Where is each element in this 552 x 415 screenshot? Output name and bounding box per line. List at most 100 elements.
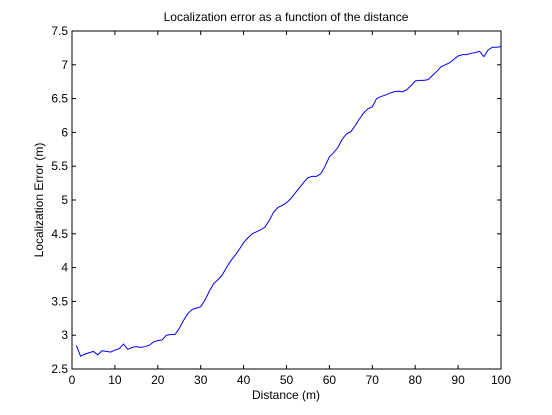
y-axis: 2.5 3 3.5 4 4.5 5 5.5 6 6.5 7 7.5 (51, 24, 501, 376)
data-point (337, 147, 338, 148)
data-point (144, 346, 145, 347)
data-point (316, 176, 317, 177)
data-point (209, 291, 210, 292)
data-point (265, 227, 266, 228)
y-tick-label: 4.5 (51, 227, 68, 241)
data-point (174, 334, 175, 335)
data-point (80, 356, 81, 357)
data-point (295, 193, 296, 194)
y-tick-label: 2.5 (51, 362, 68, 376)
data-point (410, 85, 411, 86)
x-tick-label: 40 (237, 373, 251, 387)
data-point (475, 52, 476, 53)
x-tick-label: 90 (451, 373, 465, 387)
data-point (398, 91, 399, 92)
data-point (136, 346, 137, 347)
data-point (415, 81, 416, 82)
data-point (196, 308, 197, 309)
data-point (406, 89, 407, 90)
y-tick-label: 5 (61, 193, 68, 207)
y-tick-label: 3.5 (51, 294, 68, 308)
data-point (372, 106, 373, 107)
data-point (187, 313, 188, 314)
data-point (488, 49, 489, 50)
data-point (423, 80, 424, 81)
data-point (110, 352, 111, 353)
data-point (123, 343, 124, 344)
data-point (355, 125, 356, 126)
data-point (192, 309, 193, 310)
data-point (243, 242, 244, 243)
data-point (204, 300, 205, 301)
x-tick-label: 50 (280, 373, 294, 387)
data-point (157, 340, 158, 341)
data-point (501, 46, 502, 47)
data-point (179, 328, 180, 329)
data-point (389, 93, 390, 94)
data-point (436, 71, 437, 72)
data-point (260, 229, 261, 230)
data-point (217, 279, 218, 280)
data-point (149, 345, 150, 346)
data-point (428, 79, 429, 80)
y-tick-label: 3 (61, 328, 68, 342)
data-point (286, 202, 287, 203)
data-point (93, 351, 94, 352)
data-point (89, 352, 90, 353)
data-point (320, 173, 321, 174)
data-point (492, 47, 493, 48)
x-tick-label: 80 (409, 373, 423, 387)
data-point (445, 64, 446, 65)
data-point (393, 91, 394, 92)
data-point (119, 348, 120, 349)
data-point (140, 347, 141, 348)
data-point (239, 249, 240, 250)
data-point (235, 255, 236, 256)
data-point (449, 62, 450, 63)
data-point (453, 59, 454, 60)
data-point (342, 139, 343, 140)
data-point (230, 260, 231, 261)
x-tick-label: 10 (108, 373, 122, 387)
x-tick-label: 30 (194, 373, 208, 387)
x-axis: 0 10 20 30 40 50 60 70 80 90 100 (69, 31, 511, 387)
y-tick-label: 7 (61, 58, 68, 72)
data-point (162, 339, 163, 340)
data-point (97, 354, 98, 355)
data-point (325, 166, 326, 167)
data-point (363, 112, 364, 113)
y-tick-label: 6.5 (51, 92, 68, 106)
x-tick-label: 60 (323, 373, 337, 387)
data-point (333, 152, 334, 153)
series-line (75, 46, 502, 357)
data-point (213, 283, 214, 284)
data-point (256, 231, 257, 232)
y-axis-label: Localization Error (m) (32, 143, 46, 258)
y-tick-label: 4 (61, 261, 68, 275)
data-point (496, 47, 497, 48)
x-tick-label: 0 (69, 373, 76, 387)
data-point (380, 96, 381, 97)
y-tick-label: 7.5 (51, 24, 68, 38)
data-point (458, 56, 459, 57)
x-tick-label: 70 (366, 373, 380, 387)
data-point (359, 118, 360, 119)
data-point (350, 131, 351, 132)
data-point (252, 233, 253, 234)
data-point (153, 341, 154, 342)
data-point (132, 347, 133, 348)
data-point (376, 98, 377, 99)
data-point (76, 345, 77, 346)
data-point (307, 177, 308, 178)
data-point (312, 176, 313, 177)
data-point (432, 75, 433, 76)
data-point (222, 275, 223, 276)
data-point (419, 80, 420, 81)
data-point (368, 108, 369, 109)
data-point (462, 54, 463, 55)
data-point (277, 207, 278, 208)
x-axis-label: Distance (m) (252, 388, 320, 402)
data-point (226, 267, 227, 268)
data-point (170, 334, 171, 335)
